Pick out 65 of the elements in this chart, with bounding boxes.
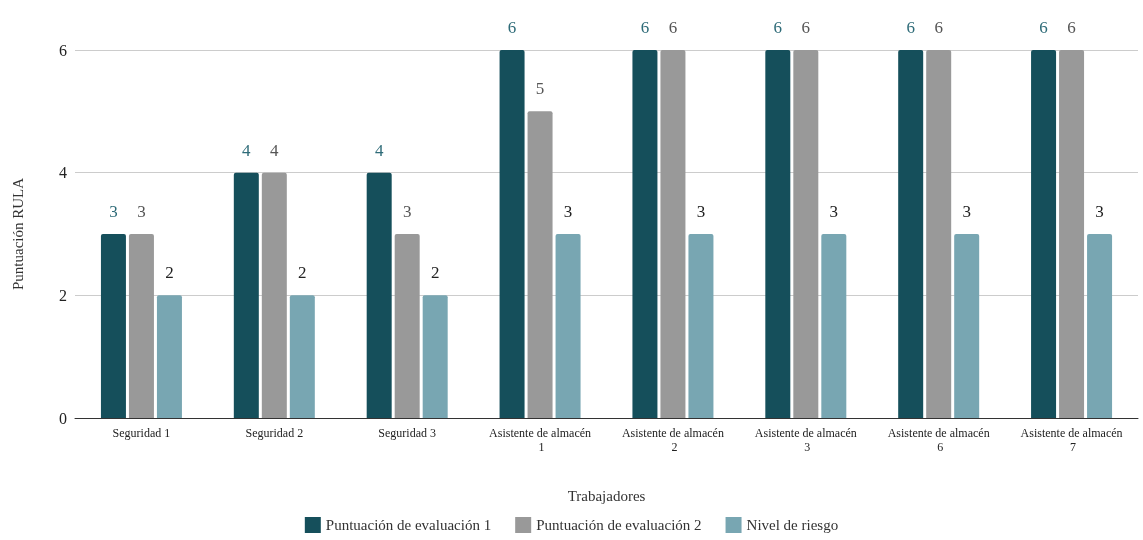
data-label: 6 <box>1067 18 1076 37</box>
x-tick-label: Asistente de almacén 3 <box>754 426 857 454</box>
bar <box>156 295 182 418</box>
bar <box>261 172 287 418</box>
x-tick-label: Asistente de almacén 7 <box>1020 426 1123 454</box>
bar <box>233 172 259 418</box>
data-label: 6 <box>1039 18 1048 37</box>
data-label: 2 <box>430 263 440 283</box>
x-tick-label: Asistente de almacén 6 <box>887 426 990 454</box>
bar <box>793 50 819 418</box>
data-label: 6 <box>906 18 915 37</box>
x-tick-label: Asistente de almacén 2 <box>621 426 724 454</box>
legend-label: Nivel de riesgo <box>746 517 839 533</box>
data-label: 6 <box>934 18 943 37</box>
data-label: 2 <box>165 263 174 283</box>
bar <box>765 50 791 418</box>
x-tick-label: Seguridad 1 <box>112 426 171 440</box>
y-tick-label: 4 <box>59 164 67 182</box>
bar <box>954 234 980 418</box>
data-label: 5 <box>535 79 545 99</box>
y-tick-label: 6 <box>59 41 67 59</box>
bar <box>1059 50 1085 418</box>
legend-label: Puntuación de evaluación 1 <box>325 517 492 533</box>
data-label: 4 <box>242 140 252 160</box>
data-label: 6 <box>507 18 517 37</box>
data-label: 4 <box>374 140 384 160</box>
data-label: 3 <box>962 202 971 221</box>
data-label: 3 <box>829 202 839 221</box>
bar <box>632 50 658 418</box>
bar <box>1087 234 1113 418</box>
data-label: 3 <box>109 202 118 221</box>
data-label: 6 <box>668 18 678 37</box>
data-label: 3 <box>563 202 573 221</box>
x-tick-label: Seguridad 2 <box>245 426 304 440</box>
bar <box>1031 50 1057 418</box>
x-axis-title: Trabajadores <box>567 487 646 504</box>
y-axis-title: Puntuación RULA <box>9 177 26 291</box>
bar <box>422 295 448 418</box>
bar <box>128 234 154 418</box>
x-tick-label: Seguridad 3 <box>378 426 437 440</box>
bar <box>898 50 924 418</box>
bar <box>688 234 714 418</box>
data-label: 4 <box>270 140 280 160</box>
bar <box>555 234 581 418</box>
bar <box>366 172 392 418</box>
data-label: 6 <box>773 18 783 37</box>
y-tick-label: 2 <box>59 286 67 304</box>
x-tick-label: Asistente de almacén 1 <box>489 426 592 454</box>
data-label: 3 <box>696 202 706 221</box>
legend-label: Puntuación de evaluación 2 <box>536 517 702 533</box>
data-label: 3 <box>1095 202 1104 221</box>
bar <box>926 50 952 418</box>
data-label: 6 <box>801 18 811 37</box>
bar <box>100 234 126 418</box>
data-label: 3 <box>402 202 412 221</box>
bar <box>527 111 553 418</box>
bar <box>394 234 420 418</box>
data-label: 6 <box>640 18 650 37</box>
data-label: 2 <box>298 263 307 283</box>
bar <box>289 295 315 418</box>
bar <box>821 234 847 418</box>
bar <box>660 50 686 418</box>
bar <box>499 50 525 418</box>
data-label: 3 <box>137 202 146 221</box>
y-tick-label: 0 <box>59 409 67 427</box>
